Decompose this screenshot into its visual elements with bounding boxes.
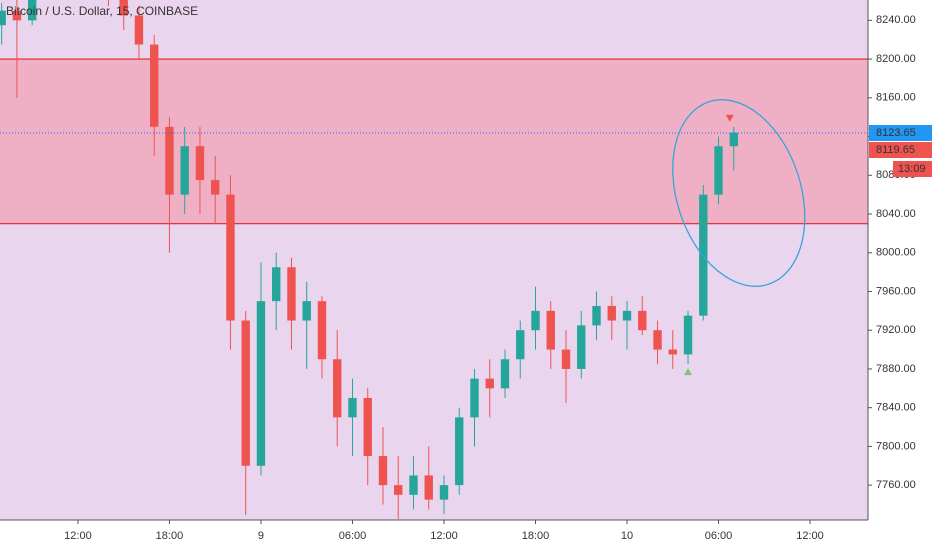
candle-body bbox=[333, 359, 342, 418]
candle-body bbox=[119, 0, 128, 16]
candle-body bbox=[607, 305, 616, 321]
candle-body bbox=[180, 146, 189, 195]
candle-body bbox=[485, 378, 494, 389]
candle-body bbox=[348, 397, 357, 418]
x-tick-label: 10 bbox=[621, 530, 633, 542]
candle-body bbox=[577, 325, 586, 369]
candle-body bbox=[0, 10, 6, 26]
candle-body bbox=[638, 310, 647, 331]
bid-price-label: 8119.65 bbox=[876, 144, 915, 156]
candle-body bbox=[592, 305, 601, 326]
candle-body bbox=[287, 267, 296, 321]
candle-body bbox=[195, 146, 205, 181]
candle-body bbox=[211, 180, 220, 195]
candle-body bbox=[302, 301, 311, 321]
candle-body bbox=[714, 146, 723, 195]
candle-body bbox=[470, 378, 479, 418]
buy-signal bbox=[684, 368, 693, 376]
candle-body bbox=[455, 417, 464, 486]
candle-body bbox=[165, 126, 174, 195]
x-tick-label: 12:00 bbox=[430, 530, 458, 542]
candle-body bbox=[409, 475, 418, 495]
candle-body bbox=[500, 359, 510, 389]
x-tick-label: 18:00 bbox=[522, 530, 550, 542]
sell-signal bbox=[725, 114, 734, 122]
candle-body bbox=[653, 330, 662, 350]
candle-body bbox=[150, 44, 159, 127]
x-tick-label: 12:00 bbox=[64, 530, 92, 542]
countdown-label: 13:09 bbox=[898, 163, 926, 175]
candle-body bbox=[12, 10, 22, 21]
candle-body bbox=[683, 315, 693, 355]
candle-body bbox=[424, 475, 433, 500]
candle-body bbox=[699, 194, 708, 316]
candle-body bbox=[394, 485, 403, 495]
candle-body bbox=[272, 267, 281, 302]
last-price-label: 8123.65 bbox=[876, 127, 916, 139]
resistance-zone bbox=[0, 59, 868, 224]
candle-body bbox=[546, 310, 555, 350]
y-tick-label: 7800.00 bbox=[876, 440, 916, 452]
price-axis bbox=[868, 0, 932, 550]
candle-body bbox=[516, 330, 525, 360]
y-tick-label: 8040.00 bbox=[876, 208, 916, 220]
y-tick-label: 7880.00 bbox=[876, 363, 916, 375]
x-tick-label: 18:00 bbox=[156, 530, 184, 542]
x-tick-label: 12:00 bbox=[796, 530, 824, 542]
candle-body bbox=[27, 0, 37, 21]
y-tick-label: 7760.00 bbox=[876, 479, 916, 491]
last-price-box bbox=[869, 125, 932, 142]
y-tick-label: 7840.00 bbox=[876, 402, 916, 414]
candle-body bbox=[729, 132, 738, 147]
y-tick-label: 8000.00 bbox=[876, 247, 916, 259]
chart-title: Bitcoin / U.S. Dollar, 15, COINBASE bbox=[6, 4, 198, 18]
candle-body bbox=[256, 301, 266, 466]
y-tick-label: 8240.00 bbox=[876, 14, 916, 26]
candle-body bbox=[226, 194, 235, 321]
candle-body bbox=[668, 349, 677, 355]
candle-body bbox=[531, 310, 540, 331]
countdown-box bbox=[893, 161, 932, 178]
annotation-ellipse bbox=[672, 99, 806, 287]
y-tick-label: 8160.00 bbox=[876, 92, 916, 104]
x-tick-label: 9 bbox=[258, 530, 264, 542]
bid-price-box bbox=[869, 142, 932, 159]
candle-body bbox=[134, 15, 144, 45]
candle-body bbox=[439, 485, 449, 500]
time-axis bbox=[0, 520, 868, 550]
candle-body bbox=[241, 320, 250, 466]
candle-body bbox=[622, 310, 632, 321]
candle-body bbox=[561, 349, 571, 369]
y-tick-label: 7960.00 bbox=[876, 285, 916, 297]
x-tick-label: 06:00 bbox=[339, 530, 367, 542]
candle-body bbox=[317, 301, 327, 360]
x-tick-label: 06:00 bbox=[705, 530, 733, 542]
candle-body bbox=[363, 397, 372, 457]
y-tick-label: 8200.00 bbox=[876, 53, 916, 65]
candle-body bbox=[378, 456, 388, 486]
y-tick-label: 7920.00 bbox=[876, 324, 916, 336]
